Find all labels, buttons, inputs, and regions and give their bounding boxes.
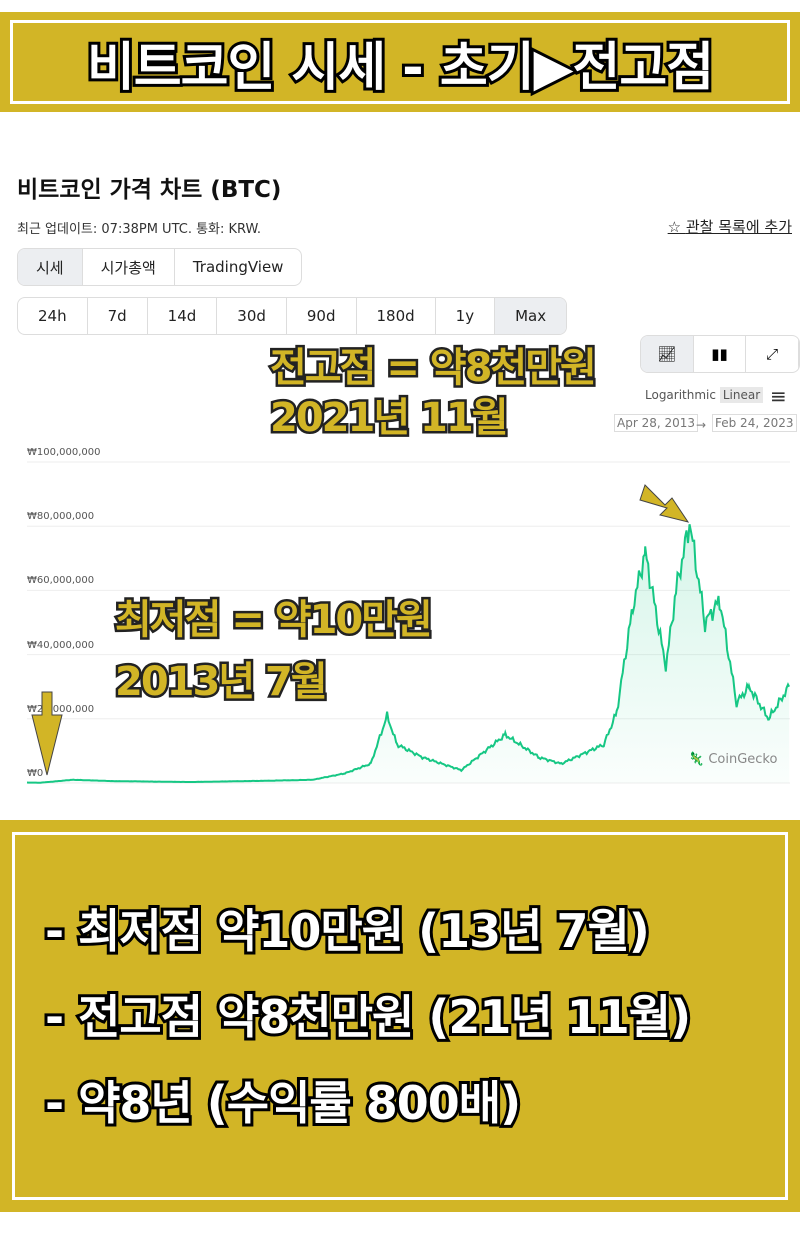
scale-toggle: Logarithmic Linear bbox=[645, 387, 764, 403]
menu-icon[interactable]: ≡ bbox=[770, 384, 787, 408]
expand-icon[interactable]: ⤢ bbox=[746, 336, 799, 372]
banner: 비트코인 시세 - 초기▶전고점 bbox=[0, 12, 800, 112]
tab-price[interactable]: 시세 bbox=[18, 249, 83, 285]
page-title: 비트코인 가격 차트 (BTC) bbox=[17, 177, 282, 203]
line-chart-icon[interactable]: 📈︎ bbox=[641, 336, 694, 372]
date-from[interactable]: Apr 28, 2013 bbox=[614, 414, 699, 432]
date-to[interactable]: Feb 24, 2023 bbox=[712, 414, 797, 432]
tab-tradingview[interactable]: TradingView bbox=[192, 258, 284, 276]
annotation-arrows bbox=[31, 484, 690, 776]
range-90d[interactable]: 90d bbox=[287, 298, 357, 334]
low-arrow bbox=[31, 691, 63, 776]
range-1y[interactable]: 1y bbox=[436, 298, 496, 334]
y-tick-label: ₩80,000,000 bbox=[27, 511, 95, 523]
scale-linear[interactable]: Linear bbox=[719, 387, 764, 403]
range-14d[interactable]: 14d bbox=[148, 298, 218, 334]
update-info: 최근 업데이트: 07:38PM UTC. 통화: KRW. bbox=[17, 222, 262, 237]
chart-tabs: 시세 시가총액 TradingView bbox=[17, 248, 303, 286]
price-chart bbox=[26, 461, 790, 784]
banner-title: 비트코인 시세 - 초기▶전고점 bbox=[84, 35, 717, 101]
range-7d[interactable]: 7d bbox=[88, 298, 148, 334]
range-180d[interactable]: 180d bbox=[357, 298, 436, 334]
low-date-annotation: 2013년 7월 bbox=[113, 659, 331, 705]
peak-date-annotation: 2021년 11월 bbox=[268, 395, 512, 441]
add-watchlist-link[interactable]: ☆ 관찰 목록에 추가 bbox=[667, 218, 792, 236]
chart-tools: 📈︎ ▮▮ ⤢ bbox=[640, 335, 800, 373]
low-annotation: 최저점 = 약10만원 bbox=[113, 597, 436, 643]
date-arrow: → bbox=[696, 418, 707, 432]
price-line bbox=[26, 524, 790, 784]
star-icon: ☆ bbox=[667, 218, 686, 236]
summary-box: - 최저점 약10만원 (13년 7월) - 전고점 약8천만원 (21년 11… bbox=[0, 820, 800, 1212]
scale-log[interactable]: Logarithmic bbox=[645, 388, 716, 402]
coingecko-watermark: 🦎 CoinGecko bbox=[688, 752, 778, 767]
price-area bbox=[27, 524, 790, 783]
range-selector: 24h 7d 14d 30d 90d 180d 1y Max bbox=[17, 297, 568, 335]
range-max[interactable]: Max bbox=[495, 298, 567, 334]
summary-line: - 약8년 (수익률 800배) bbox=[42, 1073, 524, 1133]
y-tick-label: ₩40,000,000 bbox=[27, 639, 95, 651]
y-tick-label: ₩60,000,000 bbox=[27, 575, 95, 587]
range-24h[interactable]: 24h bbox=[18, 298, 88, 334]
peak-annotation: 전고점 = 약8천만원 bbox=[268, 345, 600, 391]
tab-market-cap[interactable]: 시가총액 bbox=[83, 249, 175, 285]
range-30d[interactable]: 30d bbox=[217, 298, 287, 334]
peak-arrow bbox=[639, 484, 690, 523]
y-tick-label: ₩0 bbox=[27, 768, 44, 779]
summary-line: - 전고점 약8천만원 (21년 11월) bbox=[42, 987, 694, 1047]
y-tick-label: ₩100,000,000 bbox=[27, 447, 101, 458]
candlestick-icon[interactable]: ▮▮ bbox=[694, 336, 747, 372]
summary-line: - 최저점 약10만원 (13년 7월) bbox=[42, 901, 653, 961]
y-tick-label: ₩20,000,000 bbox=[27, 703, 95, 715]
